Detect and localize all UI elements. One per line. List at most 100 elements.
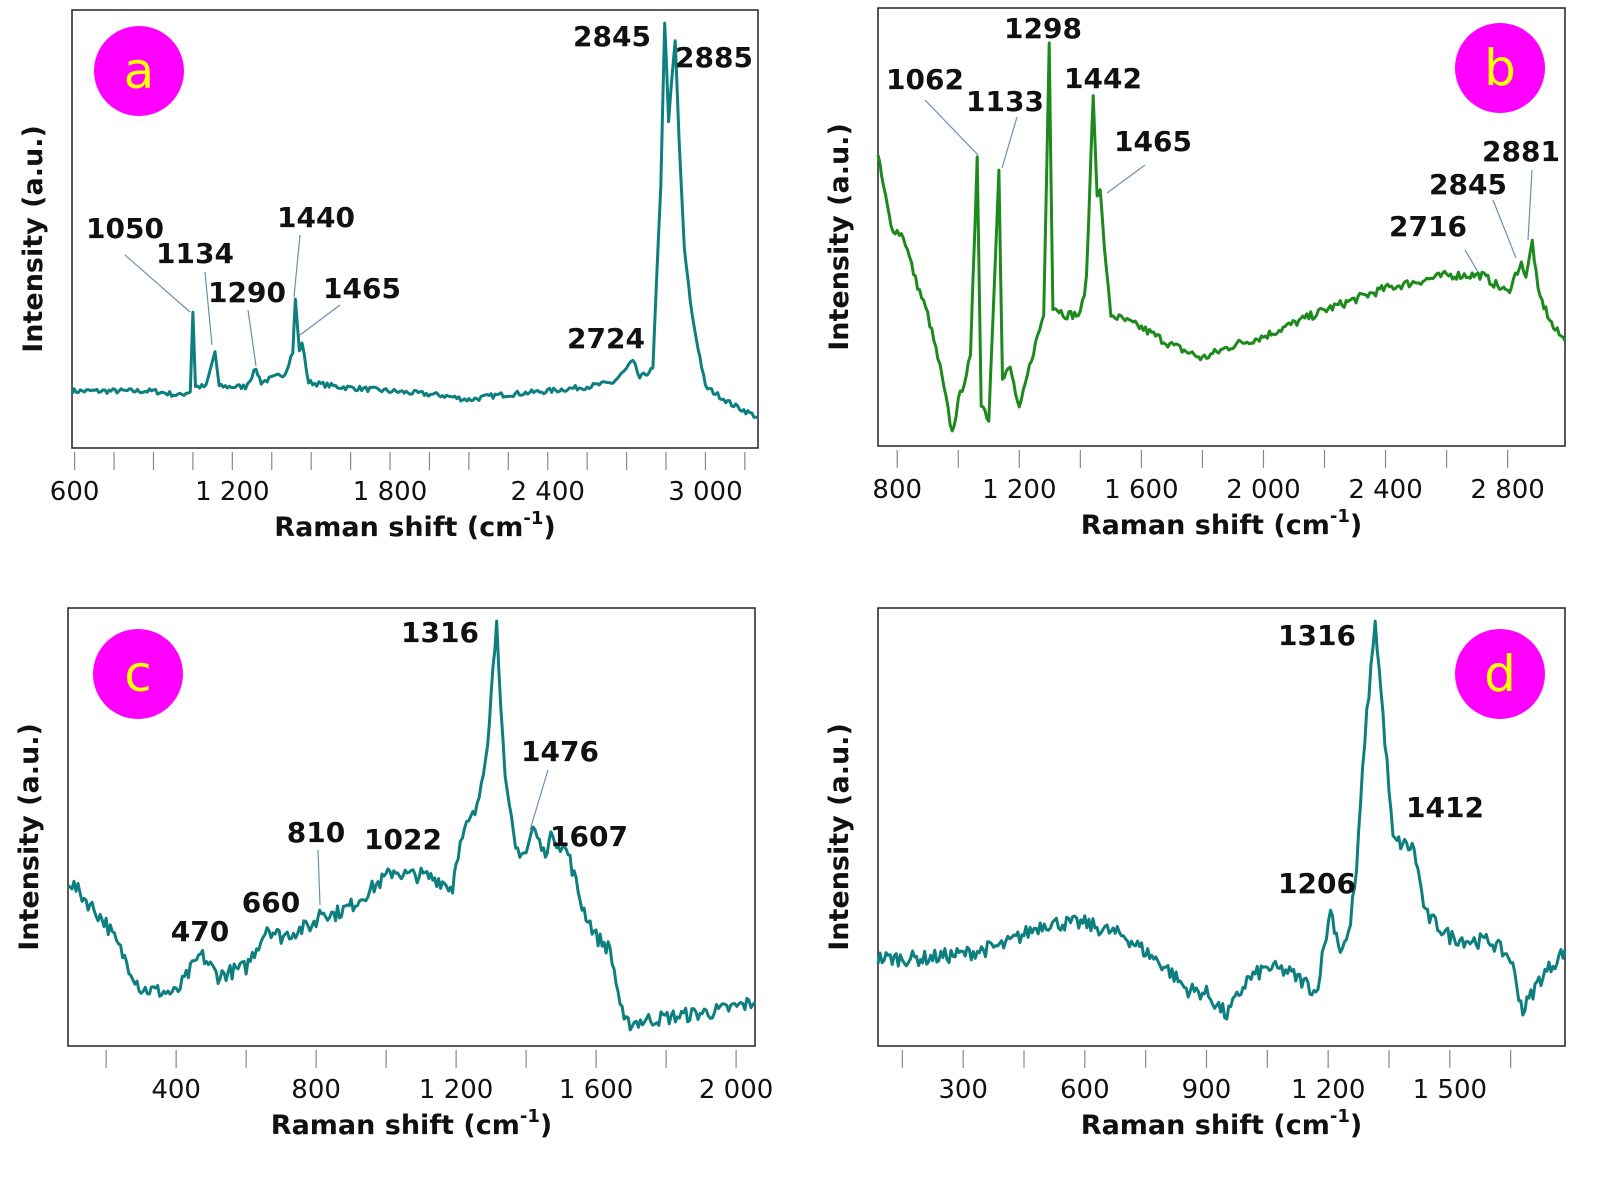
x-tick-label: 800	[872, 475, 922, 505]
peak-label: 1442	[1064, 62, 1142, 95]
panel-badge	[94, 26, 184, 116]
panel-badge	[1455, 629, 1545, 719]
x-axis-label-superscript: -1	[520, 1106, 540, 1127]
x-axis-label-text: Raman shift (cm	[1081, 510, 1330, 541]
x-tick-label: 900	[1182, 1075, 1232, 1105]
x-tick-label: 1 500	[1413, 1075, 1487, 1105]
panel-badge-letter: b	[1484, 39, 1516, 97]
panel-badge-letter: c	[124, 645, 152, 703]
x-axis-label: Raman shift (cm-1)	[1081, 506, 1362, 541]
peak-label: 1476	[521, 735, 599, 768]
spectrum-line	[70, 21, 759, 419]
y-axis-label: Intensity (a.u.)	[824, 123, 855, 351]
plot-frame	[71, 9, 759, 449]
peak-leader-line	[1106, 164, 1146, 194]
x-tick-label: 1 200	[195, 477, 269, 507]
x-tick-label: 300	[938, 1075, 988, 1105]
x-tick-label: 800	[291, 1075, 341, 1105]
panel-a: 600 1 200 1 800 2 400 3 000 Raman shift (cm-1…	[18, 9, 759, 543]
x-axis-label-superscript: -1	[1330, 1106, 1350, 1127]
peak-label: 1607	[550, 820, 628, 853]
peak-label: 2716	[1389, 210, 1467, 243]
spectrum-line	[67, 619, 757, 1032]
panel-badge-letter: a	[124, 42, 155, 100]
x-tick-label: 1 800	[353, 477, 427, 507]
panel-b: 800 1 200 1 600 2 000 2 400 2 800 Raman shift …	[824, 7, 1567, 541]
x-axis-label: Raman shift (cm-1)	[1081, 1106, 1362, 1141]
peak-label: 1133	[966, 85, 1044, 118]
spectrum-line	[876, 41, 1567, 433]
plot-frame	[877, 7, 1566, 447]
peak-label: 1465	[1114, 125, 1192, 158]
peak-label: 2845	[573, 20, 651, 53]
panel-badge	[1455, 23, 1545, 113]
x-tick-label: 2 400	[1348, 475, 1422, 505]
panel-d: 300 600 900 1 200 1 500 Raman shift (cm-1) Int…	[824, 607, 1567, 1141]
x-tick-label: 1 200	[419, 1075, 493, 1105]
x-tick-label: 1 600	[559, 1075, 633, 1105]
peak-label: 1316	[1278, 619, 1356, 652]
panel-badge-letter: d	[1484, 645, 1516, 703]
plot-frame	[877, 607, 1566, 1047]
x-tick-label: 1 200	[1291, 1075, 1365, 1105]
peak-label: 470	[171, 915, 229, 948]
peak-label: 1290	[208, 276, 286, 309]
peak-label: 2881	[1482, 135, 1560, 168]
peak-label: 1062	[886, 63, 964, 96]
peak-leader-line	[1001, 116, 1018, 169]
peak-label: 1440	[277, 201, 355, 234]
peak-label: 1316	[401, 616, 479, 649]
x-tick-label: 600	[50, 477, 100, 507]
peak-label: 2885	[675, 41, 753, 74]
y-axis-label: Intensity (a.u.)	[824, 723, 855, 951]
x-tick-label: 2 000	[699, 1075, 773, 1105]
plot-frame	[67, 607, 756, 1047]
peak-label: 660	[242, 886, 300, 919]
x-axis-label: Raman shift (cm-1)	[274, 508, 555, 543]
peak-leader-line	[529, 769, 549, 831]
x-axis-label-end: )	[543, 512, 555, 543]
x-axis-label-text: Raman shift (cm	[274, 512, 523, 543]
x-axis-label-superscript: -1	[523, 508, 543, 529]
y-axis-label: Intensity (a.u.)	[18, 125, 49, 353]
x-tick-label: 2 800	[1470, 475, 1544, 505]
x-tick-label: 1 600	[1104, 475, 1178, 505]
peak-label: 2845	[1429, 168, 1507, 201]
y-axis-label: Intensity (a.u.)	[14, 723, 45, 951]
peak-leader-line	[124, 254, 191, 313]
x-tick-label: 2 000	[1226, 475, 1300, 505]
x-tick-label: 400	[151, 1075, 201, 1105]
panel-badge	[93, 629, 183, 719]
x-tick-label: 1 200	[982, 475, 1056, 505]
x-tick-label: 2 400	[511, 477, 585, 507]
peak-leader-line	[1464, 249, 1479, 273]
x-tick-label: 600	[1060, 1075, 1110, 1105]
peak-label: 1022	[364, 823, 442, 856]
peak-leader-line	[1492, 199, 1517, 259]
peak-leader-line	[204, 271, 213, 346]
peak-label: 1050	[86, 212, 164, 245]
peak-label: 1465	[323, 272, 401, 305]
peak-label: 2724	[567, 322, 645, 355]
x-axis-label-end: )	[1350, 510, 1362, 541]
peak-label: 1134	[156, 237, 234, 270]
x-axis-label: Raman shift (cm-1)	[271, 1106, 552, 1141]
peak-label: 1206	[1278, 867, 1356, 900]
peak-leader-line	[1527, 169, 1533, 241]
spectrum-line	[876, 619, 1567, 1021]
x-axis-label-superscript: -1	[1330, 506, 1350, 527]
x-axis-label-end: )	[1350, 1110, 1362, 1141]
x-axis-label-text: Raman shift (cm	[1081, 1110, 1330, 1141]
peak-leader-line	[293, 234, 301, 298]
peak-leader-line	[299, 304, 341, 336]
x-axis-label-end: )	[540, 1110, 552, 1141]
peak-label: 1412	[1406, 791, 1484, 824]
peak-leader-line	[247, 309, 257, 367]
peak-label: 810	[287, 816, 345, 849]
peak-label: 1298	[1004, 12, 1082, 45]
peak-leader-line	[924, 99, 979, 156]
x-axis-label-text: Raman shift (cm	[271, 1110, 520, 1141]
peak-leader-line	[317, 849, 321, 906]
x-tick-label: 3 000	[668, 477, 742, 507]
